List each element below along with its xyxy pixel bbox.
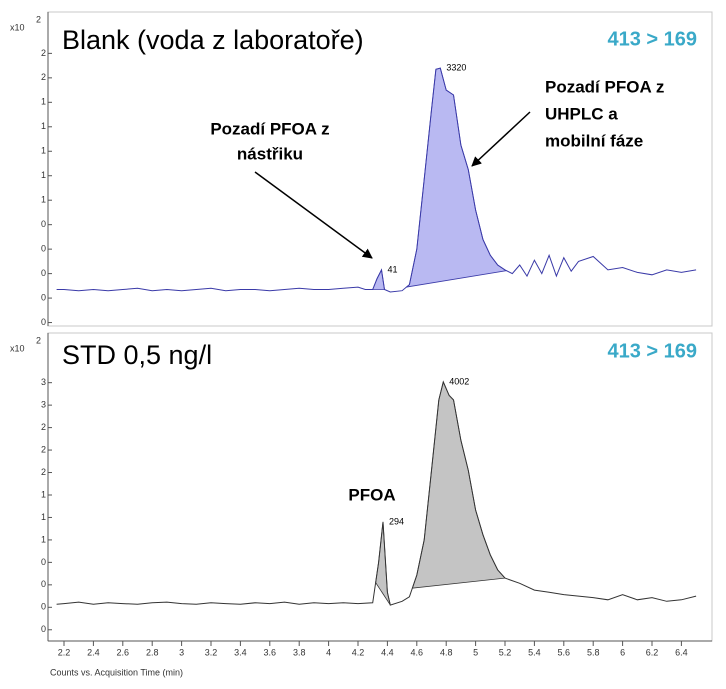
x-axis-label: Counts vs. Acquisition Time (min) xyxy=(50,667,183,677)
annotation: nástřiku xyxy=(237,144,303,163)
y-tick-label: 3 xyxy=(41,400,46,410)
y-multiplier-exponent: 2 xyxy=(36,14,41,24)
x-tick-label: 3.2 xyxy=(205,647,218,657)
y-tick-label: 0 xyxy=(41,292,46,302)
x-tick-label: 4.6 xyxy=(411,647,424,657)
x-tick-label: 6.4 xyxy=(675,647,688,657)
chart-title: STD 0,5 ng/l xyxy=(62,340,212,370)
arrow xyxy=(254,171,373,259)
y-tick-label: 0 xyxy=(41,268,46,278)
peak-label: 4002 xyxy=(449,376,469,386)
y-tick-label: 1 xyxy=(41,121,46,131)
y-tick-label: 1 xyxy=(41,512,46,522)
peak-area xyxy=(405,67,508,288)
x-tick-label: 5.2 xyxy=(499,647,512,657)
y-tick-label: 1 xyxy=(41,97,46,107)
x-tick-label: 5.4 xyxy=(528,647,541,657)
x-tick-label: 5.8 xyxy=(587,647,600,657)
peak-area xyxy=(375,521,391,606)
peak-label: 3320 xyxy=(446,62,466,72)
x-tick-label: 5.6 xyxy=(558,647,571,657)
y-tick-label: 0 xyxy=(41,219,46,229)
transition-label: 413 > 169 xyxy=(607,28,697,50)
y-tick-label: 2 xyxy=(41,72,46,82)
peak-label: 294 xyxy=(389,516,404,526)
annotation: Pozadí PFOA z xyxy=(545,77,664,96)
y-tick-label: 3 xyxy=(41,377,46,387)
trace-line xyxy=(56,67,697,293)
x-tick-label: 4.8 xyxy=(440,647,453,657)
y-tick-label: 0 xyxy=(41,317,46,327)
y-tick-label: 0 xyxy=(41,602,46,612)
x-tick-label: 4 xyxy=(326,647,331,657)
y-tick-label: 1 xyxy=(41,146,46,156)
y-tick-label: 1 xyxy=(41,195,46,205)
transition-label: 413 > 169 xyxy=(607,340,697,362)
arrow xyxy=(471,111,531,167)
y-multiplier: x10 xyxy=(10,22,25,32)
y-tick-label: 1 xyxy=(41,170,46,180)
annotation: mobilní fáze xyxy=(545,131,643,150)
y-multiplier-exponent: 2 xyxy=(36,335,41,345)
x-tick-label: 2.6 xyxy=(117,647,130,657)
y-tick-label: 1 xyxy=(41,534,46,544)
chart-title: Blank (voda z laboratoře) xyxy=(62,25,364,55)
x-tick-label: 6 xyxy=(620,647,625,657)
x-tick-label: 3.6 xyxy=(264,647,277,657)
x-tick-label: 4.2 xyxy=(352,647,365,657)
trace-line xyxy=(56,380,697,606)
y-tick-label: 2 xyxy=(41,444,46,454)
x-tick-label: 5 xyxy=(473,647,478,657)
y-tick-label: 1 xyxy=(41,489,46,499)
x-tick-label: 3 xyxy=(179,647,184,657)
y-tick-label: 0 xyxy=(41,624,46,634)
x-tick-label: 2.2 xyxy=(58,647,71,657)
annotation: Pozadí PFOA z xyxy=(210,119,329,138)
annotation: PFOA xyxy=(348,485,395,504)
y-tick-label: 2 xyxy=(41,422,46,432)
peak-label: 41 xyxy=(388,264,398,274)
y-tick-label: 0 xyxy=(41,579,46,589)
y-tick-label: 0 xyxy=(41,244,46,254)
x-tick-label: 2.4 xyxy=(87,647,100,657)
y-multiplier: x10 xyxy=(10,343,25,353)
x-tick-label: 2.8 xyxy=(146,647,159,657)
x-tick-label: 3.8 xyxy=(293,647,306,657)
x-tick-label: 6.2 xyxy=(646,647,659,657)
y-tick-label: 2 xyxy=(41,48,46,58)
y-tick-label: 2 xyxy=(41,467,46,477)
annotation: UHPLC a xyxy=(545,104,618,123)
x-tick-label: 3.4 xyxy=(234,647,247,657)
x-tick-label: 4.4 xyxy=(381,647,394,657)
y-tick-label: 0 xyxy=(41,557,46,567)
